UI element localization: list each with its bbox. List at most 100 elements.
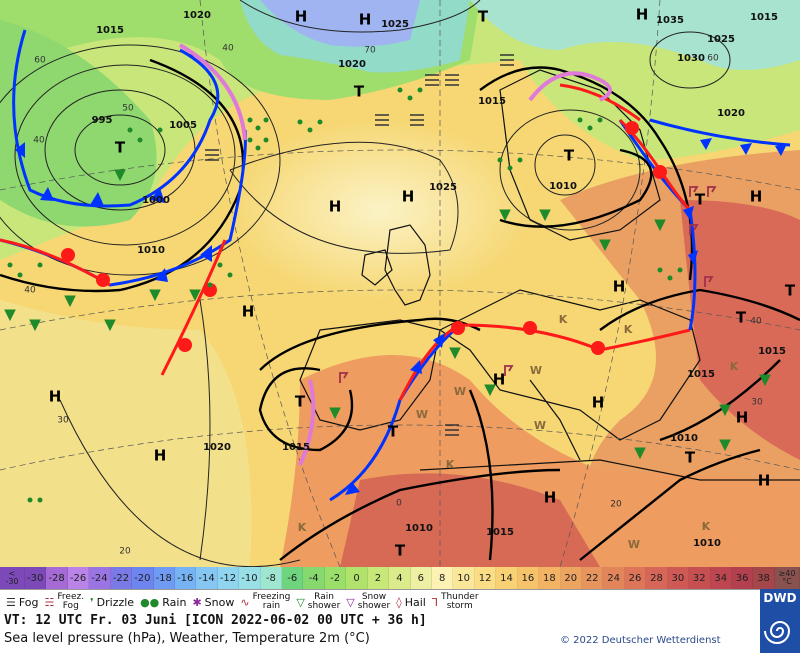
legend-item: ❜ Drizzle bbox=[90, 596, 134, 609]
isobar-label: 1015 bbox=[96, 25, 124, 36]
high-pressure-label: H bbox=[49, 388, 62, 406]
scale-cell: -18 bbox=[153, 567, 175, 589]
low-pressure-label: T bbox=[695, 191, 706, 209]
copyright: © 2022 Deutscher Wetterdienst bbox=[560, 635, 721, 646]
temperature-label: 30 bbox=[57, 416, 69, 426]
scale-cell: 38 bbox=[753, 567, 775, 589]
isobar-label: 995 bbox=[92, 115, 113, 126]
legend-item: Ꞁ Thunder storm bbox=[432, 593, 479, 611]
temperature-label: 0 bbox=[396, 499, 402, 509]
scale-cell: 34 bbox=[710, 567, 732, 589]
temperature-label: 30 bbox=[751, 398, 763, 408]
fog-icon: ☰ bbox=[6, 595, 16, 609]
scale-cell: 24 bbox=[603, 567, 625, 589]
temperature-label: 50 bbox=[122, 104, 134, 114]
visibility-label: K bbox=[624, 323, 633, 336]
scale-cell: 12 bbox=[474, 567, 497, 589]
scale-low-symbol: < bbox=[8, 569, 16, 578]
temperature-label: 60 bbox=[707, 54, 719, 64]
legend-item: ▽ Snow shower bbox=[346, 593, 390, 611]
scale-cell: -2 bbox=[324, 567, 347, 589]
scale-cell: -20 bbox=[132, 567, 154, 589]
legend-label: Rain bbox=[162, 595, 187, 609]
low-pressure-label: T bbox=[388, 423, 399, 441]
isobar-label: 1010 bbox=[549, 181, 577, 192]
high-pressure-label: H bbox=[242, 303, 255, 321]
drizzle-icon: ❜ bbox=[90, 595, 94, 609]
snow-icon: ✱ bbox=[192, 595, 202, 609]
isobar-label: 1015 bbox=[478, 96, 506, 107]
scale-cell: 26 bbox=[624, 567, 647, 589]
temperature-color-scale: < -30 -30 -28 -26 -24 -22 -20 -18 -16 -14 -12 -10-… bbox=[0, 567, 800, 589]
visibility-label: K bbox=[446, 458, 455, 471]
legend-label: Freezing rain bbox=[252, 592, 291, 611]
temperature-label: 40 bbox=[750, 317, 762, 327]
scale-cell: 28 bbox=[646, 567, 668, 589]
scale-cell: -6 bbox=[282, 567, 304, 589]
isobar-label: 1000 bbox=[142, 195, 170, 206]
warm-front-north bbox=[559, 83, 641, 122]
isobar-label: 1015 bbox=[687, 369, 715, 380]
high-pressure-label: H bbox=[402, 188, 415, 206]
temp-zone-mild bbox=[230, 120, 530, 300]
scale-cell: 4 bbox=[389, 567, 411, 589]
hail-icon: ◊ bbox=[396, 595, 402, 609]
scale-cell: 36 bbox=[731, 567, 754, 589]
high-pressure-label: H bbox=[736, 409, 749, 427]
scale-cell: 0 bbox=[346, 567, 368, 589]
isobar-label: 1015 bbox=[282, 442, 310, 453]
warm-front-atlantic-south bbox=[160, 239, 227, 376]
scale-cell: 30 bbox=[667, 567, 690, 589]
rain-shower-icon: ▽ bbox=[296, 595, 305, 609]
isobar-label: 1030 bbox=[677, 53, 705, 64]
high-pressure-label: H bbox=[750, 188, 763, 206]
rain-icon: ●● bbox=[140, 595, 160, 609]
isobar-label: 1005 bbox=[169, 120, 197, 131]
scale-cell: -28 bbox=[46, 567, 68, 589]
isobar-label: 1020 bbox=[717, 108, 745, 119]
high-pressure-label: H bbox=[636, 6, 649, 24]
temperature-label: 20 bbox=[119, 547, 131, 557]
temp-zone-ocean-south bbox=[0, 300, 252, 567]
legend-label: Snow bbox=[204, 595, 235, 609]
isobar-label: 1020 bbox=[338, 59, 366, 70]
high-pressure-label: H bbox=[758, 472, 771, 490]
scale-cell: -10 bbox=[239, 567, 261, 589]
isobar-label: 1015 bbox=[758, 346, 786, 357]
high-pressure-label: H bbox=[544, 489, 557, 507]
high-pressure-label: H bbox=[613, 278, 626, 296]
temperature-label: 40 bbox=[222, 44, 234, 54]
legend-label: Snow shower bbox=[357, 592, 391, 611]
high-pressure-labels: H H H H H H H H H H H H H H H bbox=[49, 6, 771, 507]
legend-label: Drizzle bbox=[96, 595, 135, 609]
high-pressure-label: H bbox=[493, 371, 506, 389]
low-pressure-labels: T T T T T T T T T T T bbox=[115, 8, 796, 560]
temperature-label: 60 bbox=[34, 56, 46, 66]
weather-map: H H H H H H H H H H H H H H H T T T T T T T T T T T 1020 1015 995 1… bbox=[0, 0, 800, 567]
coastlines bbox=[299, 69, 800, 481]
scale-cell: -12 bbox=[217, 567, 240, 589]
front-markers bbox=[15, 121, 787, 495]
legend-item: ✱ Snow bbox=[192, 596, 234, 609]
thunderstorm-symbols bbox=[339, 186, 717, 383]
scale-cell: 22 bbox=[581, 567, 604, 589]
scale-cell: 16 bbox=[517, 567, 540, 589]
temperature-label: 40 bbox=[33, 136, 45, 146]
occluded-front-west bbox=[12, 29, 220, 208]
visibility-label: W bbox=[534, 419, 546, 432]
scale-cell: -16 bbox=[174, 567, 197, 589]
isobar-label: 1025 bbox=[381, 19, 409, 30]
snow-shower-icon: ▽ bbox=[346, 595, 355, 609]
temperature-label: 70 bbox=[364, 46, 376, 56]
isobar-label: 1025 bbox=[429, 182, 457, 193]
temperature-label: 40 bbox=[24, 286, 36, 296]
legend-item: ∿ Freezing rain bbox=[240, 593, 290, 611]
low-pressure-label: T bbox=[685, 449, 696, 467]
cold-front-northeast bbox=[649, 118, 791, 147]
isobar-label: 1010 bbox=[137, 245, 165, 256]
scale-high-value: ≥40 bbox=[778, 569, 796, 578]
occlusion-scandinavia bbox=[528, 71, 612, 102]
graticule bbox=[0, 0, 800, 567]
legend-label: Fog bbox=[18, 595, 39, 609]
scale-cell: -24 bbox=[89, 567, 111, 589]
